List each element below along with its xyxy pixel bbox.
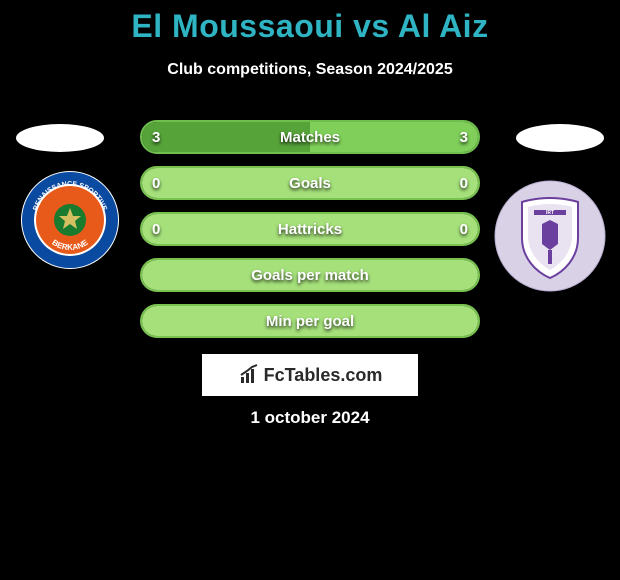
bar-value-right-matches: 3 xyxy=(460,122,468,152)
bar-row-hattricks: Hattricks0 0 xyxy=(140,212,480,246)
bar-label-hattricks: Hattricks xyxy=(142,214,478,244)
bar-label-goals_per_match: Goals per match xyxy=(142,260,478,290)
bar-label-goals: Goals xyxy=(142,168,478,198)
club-badge-right: IRT xyxy=(494,180,606,292)
bar-label-min_per_goal: Min per goal xyxy=(142,306,478,336)
bar-value-left-goals: 0 xyxy=(152,168,160,198)
pitch-ellipse-right xyxy=(516,124,604,152)
bar-value-left-matches: 3 xyxy=(152,122,160,152)
date-text: 1 october 2024 xyxy=(0,408,620,428)
club-badge-left: RENAISSANCE SPORTIVE BERKANE xyxy=(20,170,120,270)
brand-chart-icon xyxy=(238,364,260,386)
page-title: El Moussaoui vs Al Aiz xyxy=(0,0,620,45)
bar-value-right-hattricks: 0 xyxy=(460,214,468,244)
bar-row-goals: Goals0 0 xyxy=(140,166,480,200)
bar-row-matches: Matches3 3 xyxy=(140,120,480,154)
club-badge-right-svg: IRT xyxy=(494,180,606,292)
svg-text:IRT: IRT xyxy=(546,210,554,216)
bar-value-right-goals: 0 xyxy=(460,168,468,198)
bar-value-left-hattricks: 0 xyxy=(152,214,160,244)
stats-bars: Matches33Goals00Hattricks00Goals per mat… xyxy=(140,120,480,350)
bar-label-matches: Matches xyxy=(142,122,478,152)
bar-row-goals_per_match: Goals per match xyxy=(140,258,480,292)
club-badge-left-svg: RENAISSANCE SPORTIVE BERKANE xyxy=(20,170,120,270)
subtitle: Club competitions, Season 2024/2025 xyxy=(0,61,620,79)
pitch-ellipse-left xyxy=(16,124,104,152)
brand-text: FcTables.com xyxy=(264,365,383,386)
bar-row-min_per_goal: Min per goal xyxy=(140,304,480,338)
brand-box: FcTables.com xyxy=(202,354,418,396)
